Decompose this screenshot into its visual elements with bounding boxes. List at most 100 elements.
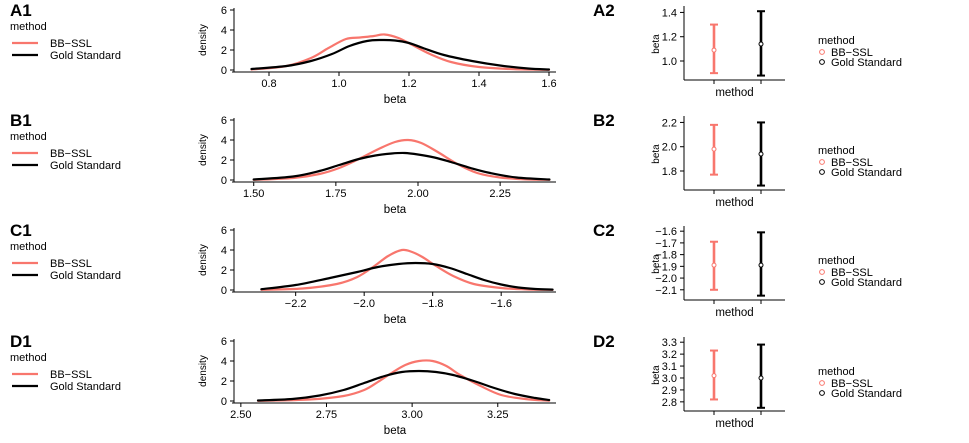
y-tick-label: 2 bbox=[221, 265, 227, 277]
panel-label: A2 bbox=[593, 1, 615, 20]
panel-c2: C2 −2.1−2.0−1.9−1.8−1.7−1.6 method beta meth… bbox=[593, 221, 902, 319]
legend-key-point bbox=[819, 390, 825, 396]
y-tick-label: 3.3 bbox=[662, 337, 677, 349]
y-tick-label: −1.9 bbox=[655, 261, 677, 273]
legend-title: method bbox=[10, 241, 47, 253]
y-tick-label: 2 bbox=[221, 155, 227, 167]
x-axis-title: method bbox=[715, 87, 753, 99]
y-tick-label: 6 bbox=[221, 336, 227, 348]
panel-label: D2 bbox=[593, 332, 615, 351]
y-tick-label: 2 bbox=[221, 376, 227, 388]
legend-entry: Gold Standard bbox=[831, 277, 902, 289]
legend-entry: BB−SSL bbox=[831, 47, 873, 59]
y-tick-label: 0 bbox=[221, 175, 227, 187]
y-axis-title: density bbox=[198, 244, 209, 276]
legend-entry: Gold Standard bbox=[831, 167, 902, 179]
x-axis-title: method bbox=[715, 307, 753, 319]
legend-key-point bbox=[819, 159, 825, 165]
y-axis-title: density bbox=[198, 24, 209, 56]
legend-entry: BB−SSL bbox=[50, 38, 92, 50]
y-tick-label: 1.2 bbox=[662, 32, 677, 44]
point-estimate-bb-ssl bbox=[711, 47, 717, 53]
x-tick-label: 2.75 bbox=[316, 409, 337, 421]
x-axis-title: beta bbox=[384, 204, 407, 216]
panel-label: C1 bbox=[10, 221, 32, 240]
legend-title: method bbox=[818, 366, 855, 378]
y-tick-label: 0 bbox=[221, 396, 227, 408]
y-tick-label: 3.0 bbox=[662, 373, 677, 385]
y-axis-title: beta bbox=[651, 34, 662, 54]
legend-entry: BB−SSL bbox=[831, 378, 873, 390]
x-tick-label: 3.00 bbox=[401, 409, 422, 421]
x-tick-label: 0.8 bbox=[261, 78, 276, 90]
y-tick-label: 6 bbox=[221, 225, 227, 237]
x-tick-label: 1.6 bbox=[541, 78, 556, 90]
y-tick-label: 6 bbox=[221, 5, 227, 17]
legend-entry: BB−SSL bbox=[50, 258, 92, 270]
y-tick-label: 4 bbox=[221, 245, 227, 257]
density-line-bb-ssl bbox=[252, 138, 551, 181]
y-axis-title: beta bbox=[651, 144, 662, 164]
legend-entry: Gold Standard bbox=[831, 57, 902, 69]
point-estimate-gold-standard bbox=[758, 375, 764, 381]
y-tick-label: −1.8 bbox=[655, 250, 677, 262]
point-estimate-gold-standard bbox=[758, 41, 764, 47]
x-tick-label: 2.00 bbox=[407, 188, 428, 200]
legend-key-point bbox=[819, 269, 825, 275]
legend-title: method bbox=[10, 131, 47, 143]
x-axis-title: method bbox=[715, 418, 753, 430]
y-tick-label: 3.2 bbox=[662, 349, 677, 361]
y-tick-label: −1.6 bbox=[655, 226, 677, 238]
legend-entry: BB−SSL bbox=[831, 157, 873, 169]
x-axis-title: beta bbox=[384, 425, 407, 437]
x-axis-title: method bbox=[715, 197, 753, 209]
y-tick-label: 2.2 bbox=[662, 117, 677, 129]
legend-key-point bbox=[819, 49, 825, 55]
density-line-gold-standard bbox=[250, 38, 551, 71]
y-tick-label: 4 bbox=[221, 356, 227, 368]
density-line-bb-ssl bbox=[256, 359, 551, 402]
panel-label: B1 bbox=[10, 111, 32, 130]
panel-label: B2 bbox=[593, 111, 615, 130]
legend-key-point bbox=[819, 380, 825, 386]
y-tick-label: 0 bbox=[221, 285, 227, 297]
density-line-gold-standard bbox=[252, 151, 551, 181]
x-tick-label: 1.50 bbox=[243, 188, 264, 200]
y-tick-label: 1.8 bbox=[662, 166, 677, 178]
x-tick-label: −1.8 bbox=[422, 298, 444, 310]
y-tick-label: −2.1 bbox=[655, 285, 677, 297]
y-tick-label: 1.4 bbox=[662, 7, 677, 19]
x-tick-label: −2.0 bbox=[353, 298, 375, 310]
y-tick-label: 6 bbox=[221, 115, 227, 127]
y-axis-title: beta bbox=[651, 254, 662, 274]
y-tick-label: 0 bbox=[221, 65, 227, 77]
panel-label: A1 bbox=[10, 1, 32, 20]
legend-title: method bbox=[818, 255, 855, 267]
legend-key-point bbox=[819, 169, 825, 175]
panel-label: D1 bbox=[10, 332, 32, 351]
y-tick-label: 1.0 bbox=[662, 56, 677, 68]
legend-entry: BB−SSL bbox=[50, 369, 92, 381]
x-tick-label: 2.50 bbox=[230, 409, 251, 421]
x-tick-label: −1.6 bbox=[490, 298, 512, 310]
y-axis-title: density bbox=[198, 355, 209, 387]
legend-entry: Gold Standard bbox=[50, 270, 121, 282]
x-tick-label: 1.75 bbox=[325, 188, 346, 200]
y-axis-title: density bbox=[198, 134, 209, 166]
legend-title: method bbox=[818, 145, 855, 157]
point-estimate-bb-ssl bbox=[711, 146, 717, 152]
y-tick-label: 2.0 bbox=[662, 142, 677, 154]
density-line-bb-ssl bbox=[260, 248, 554, 291]
y-tick-label: 3.1 bbox=[662, 361, 677, 373]
y-tick-label: 4 bbox=[221, 135, 227, 147]
